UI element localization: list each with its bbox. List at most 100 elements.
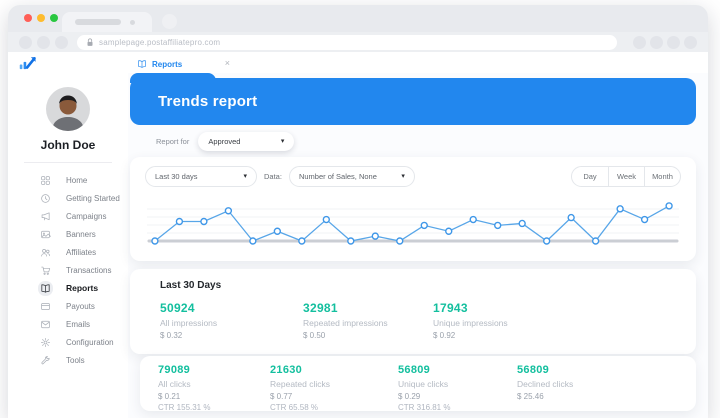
image-icon	[38, 227, 53, 242]
stat-amount: $ 0.21	[158, 392, 181, 401]
stat-amount: $ 0.50	[303, 331, 326, 340]
forward-button[interactable]	[37, 35, 50, 49]
gear-icon	[38, 335, 53, 350]
stat-value: 50924	[160, 301, 195, 315]
report-for-value: Approved	[208, 137, 241, 146]
extension-icon[interactable]	[633, 35, 646, 49]
wrench-icon	[38, 353, 53, 368]
sidebar-item-tools[interactable]: Tools	[8, 351, 128, 369]
stat-all-clicks: 79089 All clicks $ 0.21 CTR 155.31 %	[158, 364, 270, 412]
tab-close-placeholder[interactable]	[130, 19, 135, 25]
extension-icon[interactable]	[650, 35, 663, 49]
sidebar-menu: Home Getting Started Campaigns	[8, 171, 128, 369]
new-tab-button[interactable]	[162, 14, 177, 29]
tab-close-icon[interactable]: ×	[224, 58, 230, 68]
date-range-select[interactable]: Last 30 days ▾	[145, 166, 257, 187]
stat-label: Declined clicks	[517, 379, 574, 389]
back-button[interactable]	[19, 35, 32, 49]
reload-button[interactable]	[55, 35, 68, 49]
tab-title-placeholder	[75, 19, 121, 25]
stat-value: 79089	[158, 364, 191, 376]
address-bar[interactable]: samplepage.postaffiliatepro.com	[77, 34, 617, 50]
period-toggle: Day Week Month	[571, 166, 681, 187]
sidebar-item-payouts[interactable]: Payouts	[8, 297, 128, 315]
data-series-value: Number of Sales, None	[298, 172, 377, 181]
sidebar-item-home[interactable]: Home	[8, 171, 128, 189]
stat-label: Repeated clicks	[270, 379, 331, 389]
avatar[interactable]	[46, 87, 90, 131]
stat-value: 32981	[303, 301, 338, 315]
sidebar-item-campaigns[interactable]: Campaigns	[8, 207, 128, 225]
book-icon	[38, 280, 53, 296]
sidebar-item-label: Tools	[66, 355, 85, 365]
stat-amount: $ 0.29	[398, 392, 421, 401]
sidebar-item-label: Reports	[66, 283, 99, 293]
stat-label: All clicks	[158, 379, 191, 389]
megaphone-icon	[38, 209, 53, 224]
impressions-stats-card: Last 30 Days 50924 All impressions $ 0.3…	[130, 269, 696, 354]
browser-toolbar: samplepage.postaffiliatepro.com	[8, 32, 708, 52]
sidebar-item-label: Banners	[66, 229, 96, 239]
grid-icon	[38, 173, 53, 188]
clicks-stats-card: 79089 All clicks $ 0.21 CTR 155.31 % 216…	[140, 356, 696, 412]
week-button[interactable]: Week	[608, 167, 644, 186]
tab-reports[interactable]: Reports ×	[128, 55, 230, 73]
month-button[interactable]: Month	[644, 167, 680, 186]
sidebar-item-label: Emails	[66, 319, 91, 329]
stat-unique-clicks: 56809 Unique clicks $ 0.29 CTR 316.81 %	[398, 364, 517, 412]
browser-tab[interactable]	[62, 12, 152, 32]
browser-menu-icon[interactable]	[684, 35, 697, 49]
stats-heading: Last 30 Days	[160, 280, 222, 291]
stat-repeated-clicks: 21630 Repeated clicks $ 0.77 CTR 65.58 %	[270, 364, 398, 412]
sidebar-item-transactions[interactable]: Transactions	[8, 261, 128, 279]
sidebar-divider	[24, 162, 112, 163]
report-for-select[interactable]: Approved ▾	[198, 132, 295, 151]
close-window-icon[interactable]	[24, 14, 32, 22]
stat-value: 21630	[270, 364, 303, 376]
sidebar-item-label: Payouts	[66, 301, 95, 311]
sidebar-item-getting-started[interactable]: Getting Started	[8, 189, 128, 207]
book-icon	[138, 60, 146, 68]
stat-amount: $ 0.77	[270, 392, 293, 401]
profile-icon[interactable]	[667, 35, 680, 49]
sidebar-item-affiliates[interactable]: Affiliates	[8, 243, 128, 261]
url-text: samplepage.postaffiliatepro.com	[99, 37, 221, 47]
minimize-window-icon[interactable]	[37, 14, 45, 22]
report-for-label: Report for	[156, 137, 190, 146]
stat-label: Unique clicks	[398, 379, 449, 389]
stat-ctr: CTR 316.81 %	[398, 403, 451, 412]
sidebar-item-emails[interactable]: Emails	[8, 315, 128, 333]
envelope-icon	[38, 317, 53, 332]
browser-window: samplepage.postaffiliatepro.com Reports …	[8, 5, 708, 418]
sidebar-item-label: Getting Started	[66, 193, 120, 203]
cart-icon	[38, 263, 53, 278]
stat-value: 56809	[517, 364, 550, 376]
browser-tabstrip	[8, 5, 708, 32]
sidebar-item-label: Configuration	[66, 337, 114, 347]
stat-label: Unique impressions	[433, 318, 508, 328]
user-name: John Doe	[40, 138, 96, 152]
sidebar-item-configuration[interactable]: Configuration	[8, 333, 128, 351]
day-button[interactable]: Day	[583, 172, 597, 181]
sidebar-item-label: Home	[66, 175, 88, 185]
stat-amount: $ 0.92	[433, 331, 456, 340]
data-label: Data:	[264, 172, 282, 181]
sidebar-item-reports[interactable]: Reports	[8, 279, 128, 297]
trend-line-chart[interactable]	[145, 197, 681, 254]
stat-value: 56809	[398, 364, 431, 376]
stat-value: 17943	[433, 301, 468, 315]
date-range-value: Last 30 days	[155, 172, 198, 181]
stat-unique-impressions: 17943 Unique impressions $ 0.92	[433, 301, 563, 340]
stat-amount: $ 25.46	[517, 392, 544, 401]
tab-reports-label: Reports	[152, 59, 183, 69]
chevron-down-icon: ▾	[401, 173, 405, 180]
sidebar-item-banners[interactable]: Banners	[8, 225, 128, 243]
stat-label: Repeated impressions	[303, 318, 388, 328]
maximize-window-icon[interactable]	[50, 14, 58, 22]
stat-declined-clicks: 56809 Declined clicks $ 25.46	[517, 364, 637, 412]
post-affiliate-pro-logo	[19, 56, 36, 69]
page-header: Trends report	[130, 78, 696, 125]
data-series-select[interactable]: Number of Sales, None ▾	[288, 166, 415, 187]
chart-card: Last 30 days ▾ Data: Number of Sales, No…	[130, 157, 696, 261]
stat-label: All impressions	[160, 318, 218, 328]
